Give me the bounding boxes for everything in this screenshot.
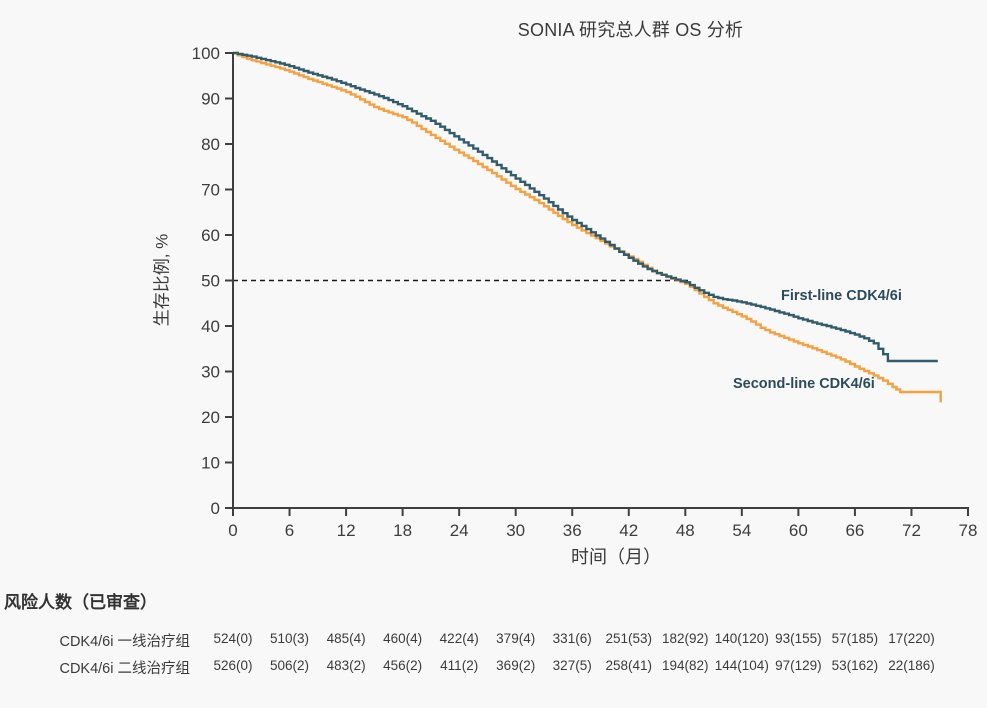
second-line-curve bbox=[233, 51, 942, 403]
risk-value: 331(6) bbox=[552, 631, 592, 646]
y-tick-label: 50 bbox=[201, 272, 220, 291]
first-line-curve bbox=[233, 51, 938, 363]
risk-value: 379(4) bbox=[496, 631, 536, 646]
risk-value: 422(4) bbox=[439, 631, 479, 646]
risk-value: 53(162) bbox=[831, 658, 879, 673]
risk-row-first-line-label: CDK4/6i 一线治疗组 bbox=[59, 634, 190, 650]
risk-value: 97(129) bbox=[775, 658, 822, 673]
risk-value: 144(104) bbox=[714, 658, 769, 673]
first-line-curve-label: First-line CDK4/6i bbox=[781, 288, 902, 304]
risk-value: 526(0) bbox=[213, 658, 253, 673]
risk-row-first-line: CDK4/6i 一线治疗组 524(0) 510(3) 485(4) 460(4) 42… bbox=[0, 630, 987, 652]
x-tick-label: 54 bbox=[732, 521, 751, 540]
y-axis-label: 生存比例, % bbox=[152, 233, 172, 327]
risk-value: 251(53) bbox=[605, 631, 653, 646]
x-tick-label: 0 bbox=[228, 521, 237, 540]
x-tick-label: 36 bbox=[563, 521, 582, 540]
risk-value: 57(185) bbox=[831, 631, 879, 646]
risk-value: 524(0) bbox=[213, 631, 253, 646]
x-tick-label: 66 bbox=[845, 521, 864, 540]
risk-table-header: 风险人数（已审查） bbox=[4, 593, 157, 612]
risk-row-second-line-values: 526(0) 506(2) 483(2) 456(2) 411(2) 369(2) 327(… bbox=[0, 658, 987, 678]
risk-value: 485(4) bbox=[326, 631, 366, 646]
x-tick-label: 30 bbox=[506, 521, 525, 540]
chart-title: SONIA 研究总人群 OS 分析 bbox=[517, 20, 744, 40]
x-tick-label: 60 bbox=[789, 521, 808, 540]
y-tick-label: 60 bbox=[201, 226, 220, 245]
x-tick-label: 72 bbox=[902, 521, 921, 540]
risk-value: 22(186) bbox=[888, 658, 935, 673]
x-tick-label: 42 bbox=[619, 521, 638, 540]
y-tick-label: 20 bbox=[201, 408, 220, 427]
x-tick-label: 48 bbox=[676, 521, 695, 540]
risk-value: 258(41) bbox=[605, 658, 653, 673]
second-line-curve-label: Second-line CDK4/6i bbox=[733, 376, 875, 392]
risk-row-first-line-values: 524(0) 510(3) 485(4) 460(4) 422(4) 379(4) 331(… bbox=[0, 631, 987, 651]
y-tick-label: 90 bbox=[201, 90, 220, 109]
risk-value: 93(155) bbox=[775, 631, 822, 646]
risk-value: 182(92) bbox=[662, 631, 709, 646]
risk-value: 140(120) bbox=[714, 631, 769, 646]
y-tick-label: 30 bbox=[201, 363, 220, 382]
y-tick-label: 80 bbox=[201, 135, 220, 154]
risk-value: 506(2) bbox=[269, 658, 310, 673]
y-tick-label: 40 bbox=[201, 317, 220, 336]
y-tick-label: 100 bbox=[192, 44, 220, 63]
x-tick-label: 24 bbox=[450, 521, 469, 540]
y-tick-label: 0 bbox=[211, 499, 220, 518]
risk-value: 456(2) bbox=[383, 658, 423, 673]
risk-value: 510(3) bbox=[269, 631, 310, 646]
x-tick-label: 78 bbox=[959, 521, 978, 540]
x-tick-label: 18 bbox=[393, 521, 412, 540]
risk-value: 327(5) bbox=[552, 658, 592, 673]
x-tick-label: 6 bbox=[285, 521, 294, 540]
risk-value: 17(220) bbox=[888, 631, 935, 646]
y-tick-label: 70 bbox=[201, 181, 220, 200]
risk-value: 460(4) bbox=[383, 631, 423, 646]
risk-value: 483(2) bbox=[326, 658, 366, 673]
risk-row-second-line: CDK4/6i 二线治疗组 526(0) 506(2) 483(2) 456(2) 41… bbox=[0, 657, 987, 679]
x-axis-label: 时间（月） bbox=[571, 547, 661, 567]
x-tick-label: 12 bbox=[337, 521, 356, 540]
y-tick-label: 10 bbox=[201, 454, 220, 473]
risk-value: 411(2) bbox=[440, 658, 479, 673]
risk-value: 194(82) bbox=[662, 658, 709, 673]
risk-row-second-line-label: CDK4/6i 二线治疗组 bbox=[59, 661, 190, 677]
risk-value: 369(2) bbox=[496, 658, 536, 673]
